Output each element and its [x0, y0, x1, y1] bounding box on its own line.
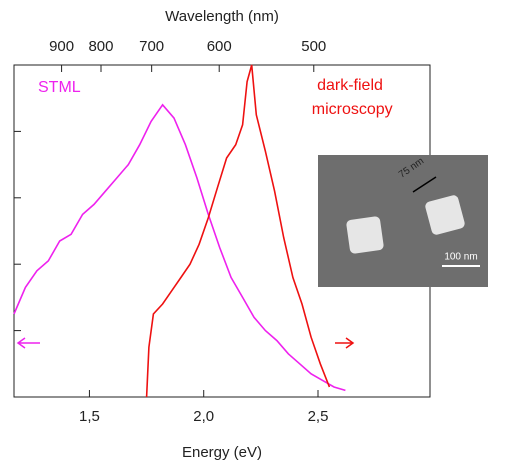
- arrow: [335, 337, 355, 349]
- x2-tick-label: 900: [49, 38, 74, 55]
- legend-label: STML: [38, 79, 81, 96]
- x2-tick-label: 600: [207, 38, 232, 55]
- particle: [425, 195, 465, 235]
- series-line: [145, 64, 331, 398]
- inset-label: 100 nm: [444, 252, 477, 263]
- legend-label: dark-field microscopy: [307, 77, 392, 118]
- series-line: [13, 103, 346, 392]
- x2-tick-label: 800: [88, 38, 113, 55]
- inset: 75 nm 100 nm: [318, 155, 488, 287]
- x-tick-label: 1,5: [79, 408, 100, 425]
- x-tick-label: 2,0: [193, 408, 214, 425]
- particle: [346, 216, 384, 254]
- x2-tick-label: 500: [301, 38, 326, 55]
- scale-arrow: [412, 176, 437, 193]
- x-tick-label: 2,5: [308, 408, 329, 425]
- x2-axis-title: Wavelength (nm): [165, 8, 279, 25]
- arrow: [16, 337, 40, 349]
- x-axis-title: Energy (eV): [182, 444, 262, 461]
- x2-tick-label: 700: [139, 38, 164, 55]
